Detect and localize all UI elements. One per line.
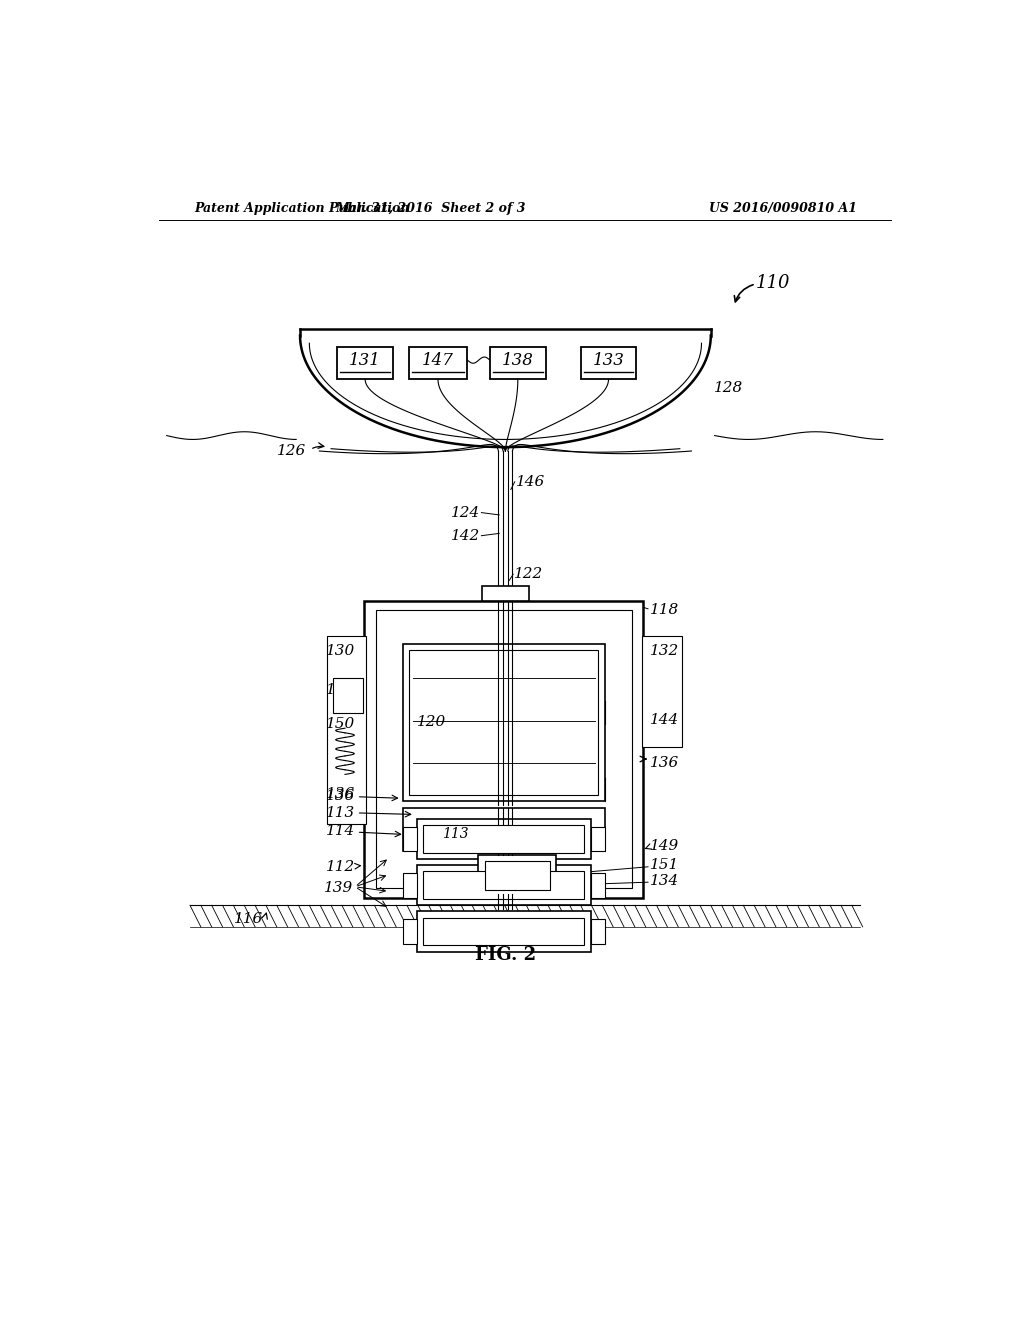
Text: 112: 112 [326,859,355,874]
Text: 116: 116 [234,912,263,927]
Text: US 2016/0090810 A1: US 2016/0090810 A1 [710,202,857,215]
Bar [410,347,467,379]
Bar [478,855,556,894]
Bar [417,911,591,952]
Text: 144: 144 [649,714,679,727]
Bar [417,866,591,906]
Bar [403,919,417,944]
Bar [423,871,585,899]
Text: 136: 136 [495,921,524,936]
Text: 131: 131 [349,351,381,368]
Text: 120: 120 [417,715,446,729]
Text: 133: 133 [593,351,625,368]
Bar [581,347,636,379]
Text: 118: 118 [649,603,679,618]
Text: 122: 122 [514,568,543,581]
Text: 114: 114 [326,824,355,838]
Text: 142: 142 [452,529,480,543]
Text: 126: 126 [278,444,306,458]
Bar [376,610,632,888]
Bar [334,678,362,713]
Text: 136: 136 [326,787,355,801]
Bar [489,347,546,379]
Bar [482,586,528,601]
Text: 136: 136 [326,789,355,803]
Text: 138: 138 [502,351,534,368]
Text: 136: 136 [649,756,679,770]
Bar [484,862,550,890]
Bar [365,601,643,898]
Bar [403,826,417,851]
Bar [591,873,604,898]
Text: 151: 151 [649,858,679,873]
Bar [403,644,604,801]
Bar [423,917,585,945]
Text: 139: 139 [325,882,353,895]
Text: 147: 147 [422,351,454,368]
Text: 128: 128 [714,381,743,395]
Text: 132: 132 [649,644,679,659]
Text: 130: 130 [326,644,355,659]
Text: 146: 146 [515,475,545,488]
Text: 150: 150 [326,717,355,731]
Bar [417,818,591,859]
Text: 149: 149 [649,840,679,853]
Bar [328,636,366,825]
Bar [403,873,417,898]
Text: 140: 140 [326,682,355,697]
Bar [410,649,598,795]
Text: Mar. 31, 2016  Sheet 2 of 3: Mar. 31, 2016 Sheet 2 of 3 [335,202,525,215]
Bar [403,808,604,851]
Bar [423,825,585,853]
Text: 113: 113 [326,807,355,820]
Bar [337,347,393,379]
Bar [642,636,682,747]
Text: 124: 124 [452,506,480,520]
Bar [591,826,604,851]
Bar [591,919,604,944]
Text: Patent Application Publication: Patent Application Publication [194,202,410,215]
Text: 110: 110 [756,275,791,292]
Text: 134: 134 [649,874,679,887]
Text: 113: 113 [442,828,469,841]
Text: FIG. 2: FIG. 2 [475,946,536,965]
